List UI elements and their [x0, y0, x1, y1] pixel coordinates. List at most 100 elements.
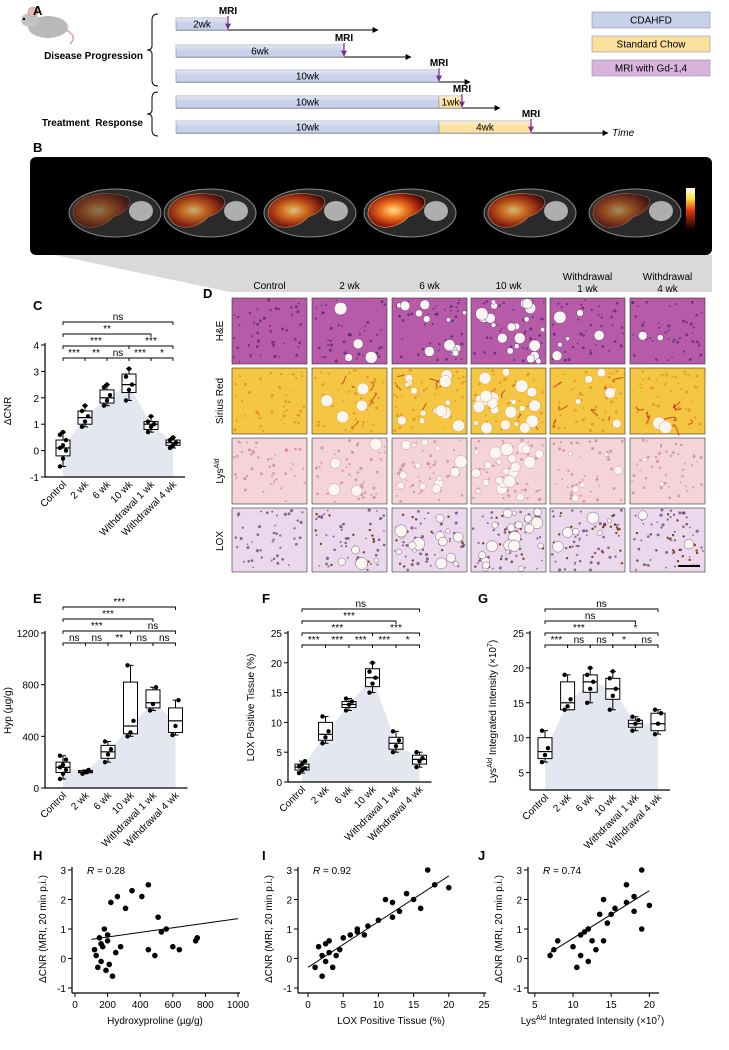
- tile-texture: [674, 442, 678, 446]
- tile-texture: [413, 466, 416, 469]
- y-tick-label: 0: [33, 447, 39, 458]
- tile-texture: [416, 353, 420, 357]
- text-part: Lys: [215, 468, 226, 483]
- data-point: [417, 758, 422, 764]
- tile-texture: [664, 331, 667, 334]
- tile-texture: [510, 560, 514, 563]
- data-point: [296, 770, 302, 776]
- tile-texture: [678, 337, 681, 340]
- tile-texture: [671, 552, 674, 555]
- tile-texture: [252, 566, 254, 569]
- tile-texture: [258, 416, 262, 420]
- tile-texture: [277, 307, 281, 311]
- tile-texture: [456, 309, 459, 312]
- data-point: [114, 893, 121, 900]
- tile-texture: [552, 541, 564, 553]
- tile-texture: [691, 399, 694, 402]
- tile-texture: [361, 486, 364, 489]
- tile-texture: [673, 403, 677, 412]
- tile-texture: [270, 411, 274, 414]
- tile-texture: [366, 375, 370, 379]
- tile-texture: [597, 530, 603, 536]
- tile-texture: [325, 534, 328, 537]
- tile-texture: [684, 462, 687, 465]
- tile-texture: [508, 467, 511, 469]
- tile-texture: [414, 462, 421, 469]
- tile-texture: [429, 342, 432, 345]
- tile-texture: [523, 330, 527, 334]
- tile-texture: [589, 490, 592, 493]
- panel-letter: C: [33, 298, 43, 313]
- tile-texture: [411, 515, 414, 519]
- data-point: [163, 926, 170, 932]
- data-point: [403, 890, 410, 897]
- tile-texture: [672, 338, 676, 341]
- data-point: [600, 938, 607, 944]
- tile-texture: [514, 332, 526, 344]
- tile-texture: [461, 542, 464, 545]
- tile-texture: [567, 469, 570, 472]
- x-tick-label: Control: [278, 784, 309, 815]
- data-point: [102, 739, 108, 744]
- tile-texture: [688, 558, 691, 562]
- mri-label: MRI: [522, 109, 541, 120]
- tile-texture: [347, 390, 351, 394]
- text-part: LOX: [215, 531, 226, 551]
- data-point: [539, 728, 545, 733]
- mri-liver: [487, 193, 546, 228]
- tile-texture: [608, 555, 612, 559]
- tile-texture: [240, 451, 243, 454]
- mri-liver: [72, 193, 131, 228]
- tile-texture: [325, 303, 328, 306]
- tile-texture: [399, 471, 408, 480]
- histology-tile: [549, 297, 626, 365]
- row-label: H&E: [215, 320, 226, 341]
- tile-texture: [482, 468, 485, 471]
- significance-label: ns: [355, 599, 366, 610]
- tile-texture: [358, 333, 362, 336]
- tile-texture: [619, 498, 622, 502]
- tile-texture: [257, 413, 261, 416]
- tile-texture: [416, 415, 420, 418]
- data-point: [131, 718, 136, 724]
- tile-texture: [499, 557, 503, 561]
- data-point: [542, 752, 548, 758]
- tile-texture: [567, 358, 571, 362]
- tile-texture: [431, 322, 434, 326]
- tile-texture: [477, 440, 481, 443]
- y-axis-label: ΔCNR (MRI, 20 min p.i.): [38, 875, 49, 983]
- tile-texture: [636, 410, 639, 414]
- tile-texture: [485, 300, 489, 303]
- column-title: 6 wk: [299, 167, 321, 178]
- tile-texture: [699, 353, 703, 357]
- y-tick-label: 1200: [17, 629, 40, 640]
- tile-texture: [538, 497, 541, 501]
- tile-texture: [604, 410, 607, 413]
- tile-texture: [598, 522, 602, 526]
- tile-texture: [642, 522, 645, 525]
- data-point: [607, 707, 612, 712]
- tile-texture: [392, 393, 396, 396]
- tile-texture: [411, 559, 415, 562]
- tile-texture: [621, 332, 624, 335]
- tile-texture: [382, 543, 386, 547]
- tile-texture: [589, 323, 593, 327]
- data-point: [167, 445, 173, 451]
- tile-texture: [314, 376, 317, 380]
- tile-texture: [271, 540, 274, 543]
- data-point: [591, 679, 596, 685]
- tile-texture: [692, 326, 695, 329]
- tile-texture: [354, 391, 358, 395]
- y-tick-label: 20: [271, 659, 283, 670]
- y-axis-label: LysAld Integrated Intensity (×107): [487, 640, 499, 783]
- tile-texture: [519, 510, 522, 514]
- tile-texture: [412, 490, 415, 494]
- tile-texture: [256, 308, 259, 311]
- tile-texture: [503, 528, 507, 531]
- tile-texture: [280, 419, 283, 421]
- tile-texture: [691, 340, 695, 343]
- tile-texture: [340, 382, 343, 385]
- tile-texture: [237, 514, 240, 517]
- tile-texture: [575, 483, 578, 486]
- bar-shine: [176, 45, 344, 51]
